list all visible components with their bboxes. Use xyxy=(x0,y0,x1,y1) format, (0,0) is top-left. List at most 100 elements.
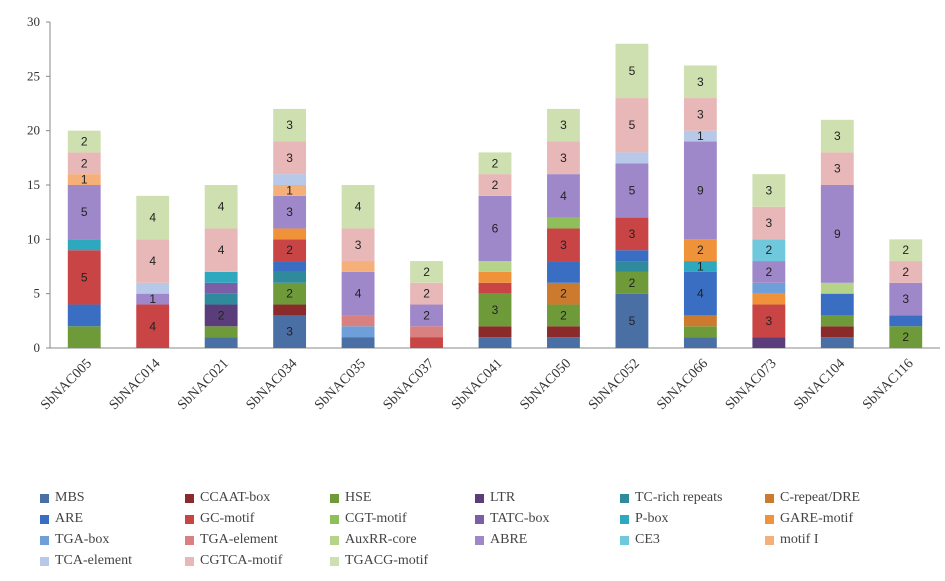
bar-segment xyxy=(478,282,512,294)
bar-segment xyxy=(410,282,443,305)
data-label: 2 xyxy=(560,287,567,301)
legend-label: TC-rich repeats xyxy=(635,490,723,505)
data-label: 3 xyxy=(902,292,909,306)
bar-segment xyxy=(204,304,238,327)
bar-segment xyxy=(478,261,512,272)
bar-segment xyxy=(683,337,717,348)
bar-segment xyxy=(547,282,580,305)
bar-segment xyxy=(136,282,170,294)
data-label: 3 xyxy=(834,162,841,176)
legend-label: TATC-box xyxy=(490,511,550,526)
data-label: 4 xyxy=(355,287,362,301)
legend-item: CCAAT-box xyxy=(185,490,270,506)
bar-segment xyxy=(683,261,717,272)
legend-item: GARE-motif xyxy=(765,511,853,527)
data-label: 1 xyxy=(697,129,704,143)
data-label: 2 xyxy=(423,308,430,322)
x-tick-label: SbNAC035 xyxy=(312,356,369,413)
legend-swatch xyxy=(765,493,774,503)
legend-swatch xyxy=(475,535,484,545)
bar-segment xyxy=(273,174,307,185)
data-label: 2 xyxy=(902,243,909,257)
data-label: 3 xyxy=(697,107,704,121)
data-label: 5 xyxy=(629,118,636,132)
bar-segment xyxy=(273,141,307,175)
bar-segment xyxy=(547,108,580,142)
x-tick-label: SbNAC034 xyxy=(244,356,301,413)
data-label: 5 xyxy=(81,270,88,284)
x-tick-label: SbNAC014 xyxy=(107,356,164,413)
bar-segment xyxy=(67,250,101,305)
data-label: 3 xyxy=(766,314,773,328)
x-tick-label: SbNAC037 xyxy=(381,356,438,413)
legend-swatch xyxy=(330,556,339,566)
legend-label: TGACG-motif xyxy=(345,553,429,568)
bar-segment xyxy=(204,271,238,283)
bar-segment xyxy=(273,228,307,240)
bar-segment xyxy=(67,185,101,240)
bar-segment xyxy=(889,261,923,283)
bar-segment xyxy=(683,315,717,327)
x-tick-label: SbNAC104 xyxy=(791,356,848,413)
data-label: 2 xyxy=(492,156,499,170)
data-label: 3 xyxy=(834,129,841,143)
legend-item: CGTCA-motif xyxy=(185,553,282,569)
legend-item: TGA-element xyxy=(185,532,278,548)
bar-segment xyxy=(752,261,786,283)
bar-segment xyxy=(67,239,101,251)
data-label: 1 xyxy=(149,292,156,306)
legend-label: P-box xyxy=(635,511,669,526)
legend-item: ABRE xyxy=(475,532,527,548)
bar-segment xyxy=(410,261,443,283)
legend-label: HSE xyxy=(345,490,372,505)
bar-segment xyxy=(67,174,101,185)
bar-segment xyxy=(752,174,786,207)
bar-segment xyxy=(341,261,375,272)
bar-segment xyxy=(410,326,443,338)
bar-segment xyxy=(341,315,375,327)
x-tick-label: SbNAC050 xyxy=(517,356,574,413)
legend-item: LTR xyxy=(475,490,515,506)
data-label: 4 xyxy=(560,189,567,203)
bar-segment xyxy=(547,337,580,348)
bar-segment xyxy=(820,326,854,338)
bar-segment xyxy=(67,130,101,153)
x-tick-label: SbNAC005 xyxy=(38,356,95,413)
bar-segment xyxy=(547,326,580,338)
data-label: 3 xyxy=(766,216,773,230)
legend-label: MBS xyxy=(55,490,85,505)
y-tick-label: 25 xyxy=(27,68,40,83)
bar-segment xyxy=(341,337,375,348)
legend-swatch xyxy=(40,535,49,545)
y-tick-label: 30 xyxy=(27,14,40,29)
bar-segment xyxy=(478,195,512,262)
bar-segment xyxy=(547,261,580,283)
data-label: 2 xyxy=(492,178,499,192)
legend-item: motif I xyxy=(765,532,819,548)
legend-item: HSE xyxy=(330,490,371,506)
legend-swatch xyxy=(330,535,339,545)
data-label: 2 xyxy=(423,287,430,301)
legend-label: TCA-element xyxy=(55,553,132,568)
bar-segment xyxy=(889,326,923,348)
legend-item: ARE xyxy=(40,511,83,527)
data-label: 4 xyxy=(355,200,362,214)
bar-segment xyxy=(273,185,307,196)
data-label: 5 xyxy=(629,314,636,328)
legend-swatch xyxy=(185,493,194,503)
data-label: 2 xyxy=(629,276,636,290)
x-tick-label: SbNAC021 xyxy=(175,356,232,413)
legend-swatch xyxy=(475,514,484,524)
bar-segment xyxy=(204,185,238,229)
y-tick-label: 20 xyxy=(27,123,40,138)
bar-segment xyxy=(273,261,307,272)
data-label: 4 xyxy=(218,200,225,214)
bar-segment xyxy=(273,304,307,316)
bar-segment xyxy=(615,43,649,99)
bar-segment xyxy=(547,141,580,175)
bar-segment xyxy=(615,250,649,262)
bar-segment xyxy=(615,293,649,348)
legend-label: TGA-element xyxy=(200,532,278,547)
bar-segment xyxy=(615,152,649,164)
